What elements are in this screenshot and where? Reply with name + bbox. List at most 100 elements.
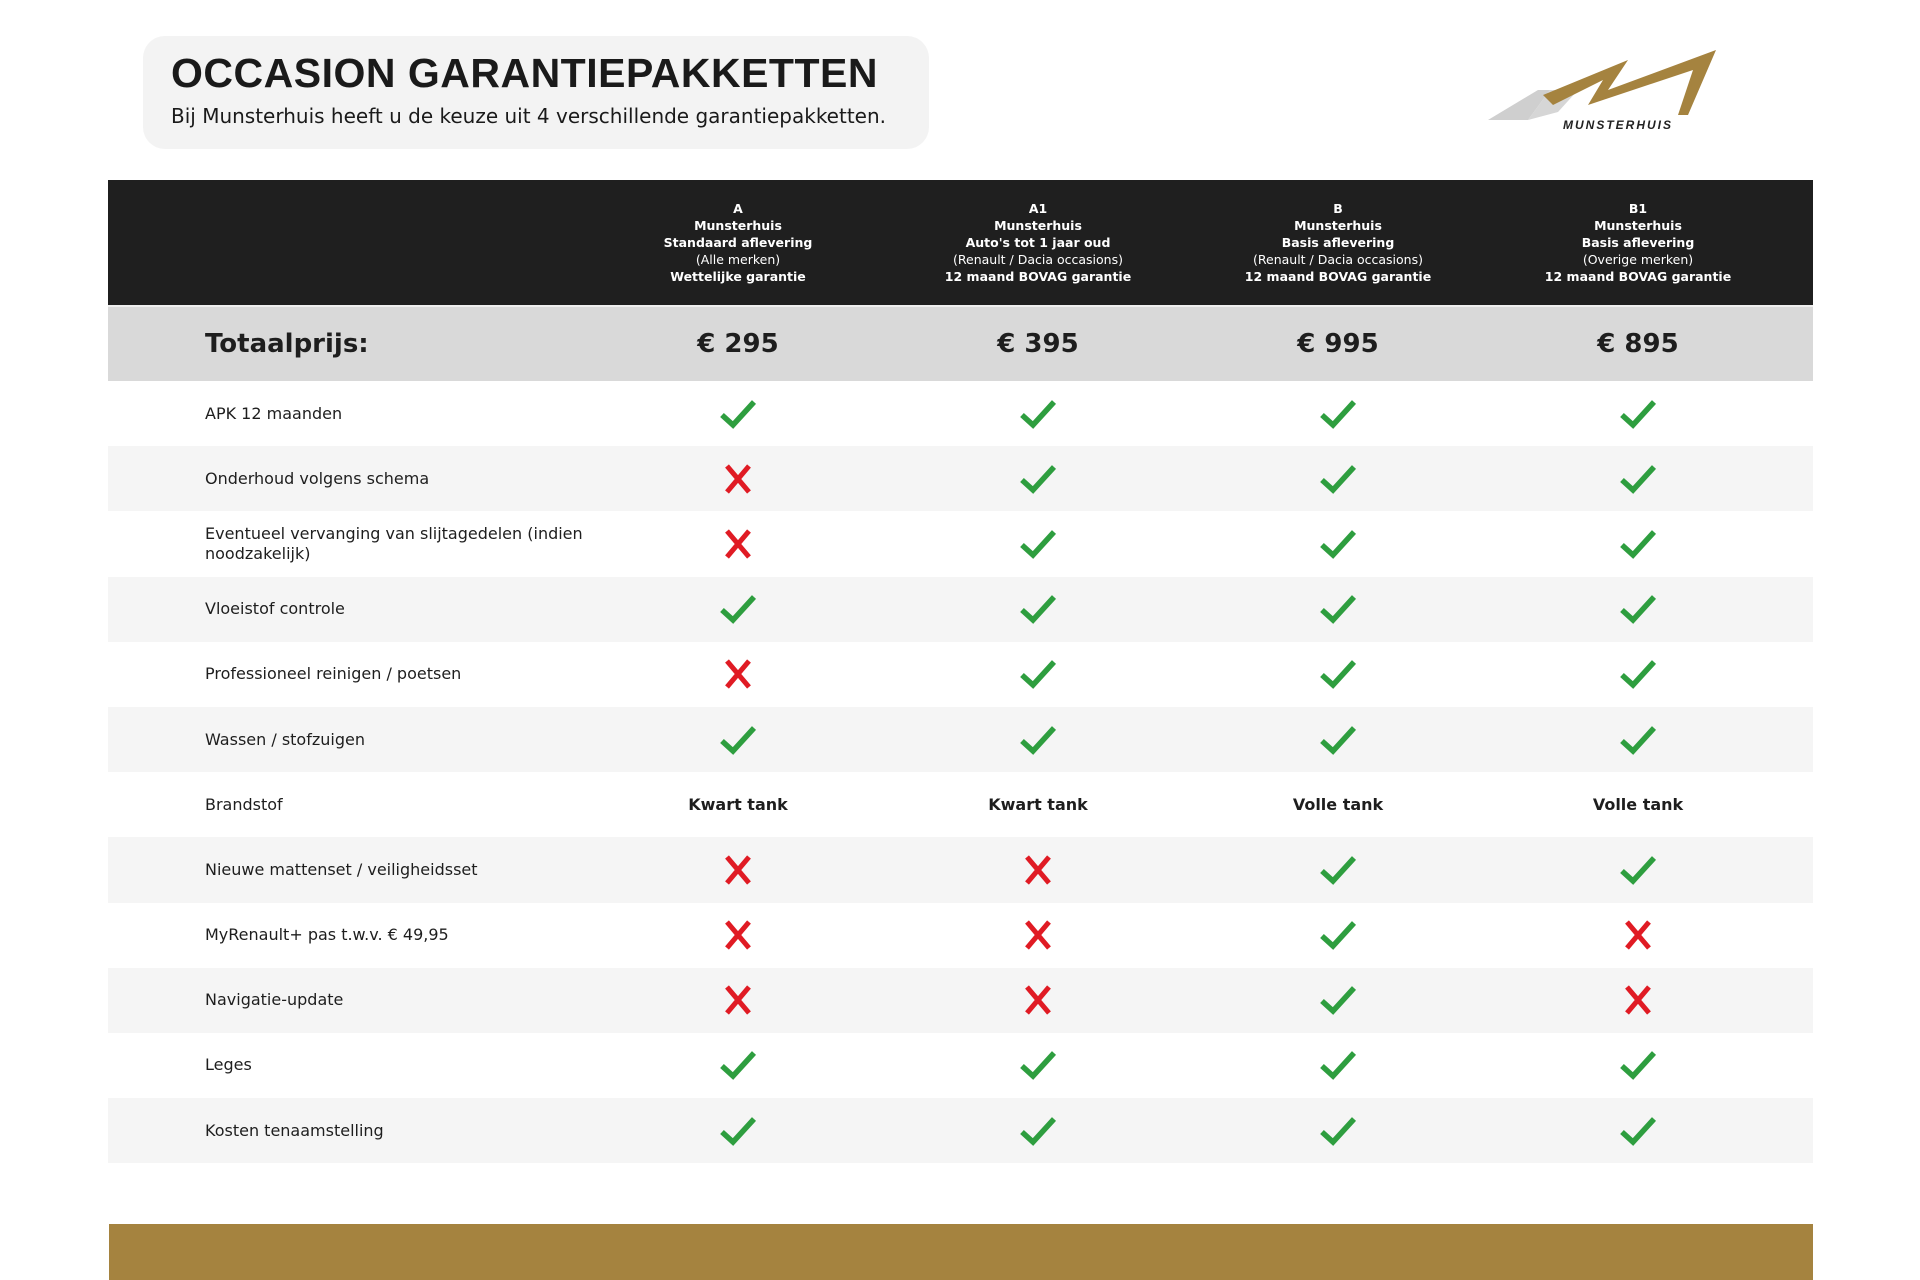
check-icon — [1620, 725, 1657, 755]
package-header-b: B Munsterhuis Basis aflevering (Renault / D… — [1188, 180, 1488, 305]
package-brand: Munsterhuis — [694, 218, 782, 233]
package-price: € 295 — [697, 329, 779, 359]
row-cell: Volle tank — [1292, 795, 1384, 815]
table-row: MyRenault+ pas t.w.v. € 49,95 — [108, 903, 1813, 968]
check-icon — [1620, 399, 1657, 429]
cross-icon — [1625, 985, 1651, 1015]
table-row: Kosten tenaamstelling — [108, 1098, 1813, 1164]
package-type: Auto's tot 1 jaar oud — [965, 235, 1111, 250]
package-scope: (Overige merken) — [1582, 252, 1694, 267]
package-warranty: 12 maand BOVAG garantie — [1244, 269, 1432, 284]
row-cell: Volle tank — [1592, 795, 1684, 815]
table-row: Wassen / stofzuigen — [108, 706, 1813, 773]
check-icon — [1020, 725, 1057, 755]
table-row: Eventueel vervanging van slijtagedelen (… — [108, 511, 1813, 576]
package-header-a: A Munsterhuis Standaard aflevering (Alle me… — [588, 180, 888, 305]
package-scope: (Renault / Dacia occasions) — [1253, 252, 1423, 267]
row-label: Kosten tenaamstelling — [205, 1120, 384, 1140]
row-label: Eventueel vervanging van slijtagedelen (… — [205, 523, 583, 563]
table-row: APK 12 maanden — [108, 381, 1813, 446]
check-icon — [1620, 856, 1657, 885]
check-icon — [720, 399, 757, 429]
row-cell: Kwart tank — [688, 795, 788, 815]
check-icon — [1620, 660, 1657, 690]
logo-text: MUNSTERHUIS — [1563, 118, 1673, 132]
check-icon — [1320, 1051, 1357, 1081]
check-icon — [1320, 399, 1357, 429]
row-cell — [1488, 593, 1788, 625]
row-cell — [1188, 528, 1488, 560]
row-label: Leges — [205, 1055, 252, 1075]
table-row: Onderhoud volgens schema — [108, 446, 1813, 512]
page-title: OCCASION GARANTIEPAKKETTEN — [171, 50, 878, 96]
row-cell — [888, 658, 1188, 690]
row-cell — [588, 593, 888, 625]
row-cell — [888, 854, 1188, 886]
row-cell — [1488, 1115, 1788, 1147]
row-cell — [1488, 398, 1788, 430]
package-warranty: 12 maand BOVAG garantie — [944, 269, 1132, 284]
package-header-b1: B1 Munsterhuis Basis aflevering (Overige me… — [1488, 180, 1788, 305]
table-header: A Munsterhuis Standaard aflevering (Alle me… — [108, 180, 1813, 305]
package-type: Basis aflevering — [1581, 235, 1695, 250]
row-label: Wassen / stofzuigen — [205, 729, 365, 749]
row-cell — [1488, 528, 1788, 560]
row-cell — [888, 724, 1188, 756]
package-type: Basis aflevering — [1281, 235, 1395, 250]
package-scope: (Alle merken) — [695, 252, 781, 267]
table-row: Brandstof Kwart tank Kwart tank Volle tank V… — [108, 772, 1813, 837]
row-cell — [588, 658, 888, 690]
package-type: Standaard aflevering — [663, 235, 813, 250]
row-cell — [588, 854, 888, 886]
row-cell — [1488, 984, 1788, 1016]
check-icon — [1020, 595, 1057, 625]
package-header-a1: A1 Munsterhuis Auto's tot 1 jaar oud (Renau… — [888, 180, 1188, 305]
row-label: Navigatie-update — [205, 990, 344, 1010]
row-cell — [1188, 854, 1488, 886]
footer-bar — [109, 1224, 1813, 1280]
package-brand: Munsterhuis — [1294, 218, 1382, 233]
row-cell — [588, 398, 888, 430]
package-price: € 995 — [1297, 329, 1379, 359]
check-icon — [720, 725, 757, 755]
check-icon — [1620, 1051, 1657, 1081]
row-cell — [1188, 1115, 1488, 1147]
check-icon — [1320, 921, 1357, 950]
row-label: Onderhoud volgens schema — [205, 468, 430, 488]
package-code: A — [733, 201, 743, 216]
check-icon — [1620, 464, 1657, 494]
row-cell — [1488, 658, 1788, 690]
check-icon — [720, 1051, 757, 1081]
check-icon — [1020, 530, 1057, 559]
cross-icon — [1025, 855, 1051, 885]
package-warranty: 12 maand BOVAG garantie — [1544, 269, 1732, 284]
comparison-table: A Munsterhuis Standaard aflevering (Alle me… — [108, 180, 1813, 1164]
package-code: B — [1333, 201, 1343, 216]
row-label: Vloeistof controle — [205, 599, 345, 619]
title-box: OCCASION GARANTIEPAKKETTEN Bij Munsterhu… — [143, 36, 929, 149]
check-icon — [720, 595, 757, 625]
check-icon — [1320, 856, 1357, 885]
row-cell — [1188, 463, 1488, 495]
row-cell — [888, 528, 1188, 560]
row-cell — [588, 919, 888, 951]
cross-icon — [725, 529, 751, 559]
row-cell — [1188, 919, 1488, 951]
page-subtitle: Bij Munsterhuis heeft u de keuze uit 4 v… — [171, 104, 887, 128]
row-cell — [1188, 398, 1488, 430]
row-cell — [1188, 984, 1488, 1016]
row-cell — [588, 724, 888, 756]
row-cell — [888, 463, 1188, 495]
check-icon — [1020, 1116, 1057, 1146]
check-icon — [1020, 660, 1057, 690]
row-cell — [1488, 724, 1788, 756]
row-label: APK 12 maanden — [205, 403, 343, 423]
table-row: Vloeistof controle — [108, 576, 1813, 642]
total-price-row: Totaalprijs: € 295 € 395 € 995 € 895 — [108, 305, 1813, 381]
row-cell — [1488, 854, 1788, 886]
row-cell — [588, 528, 888, 560]
row-cell — [1188, 1049, 1488, 1081]
munsterhuis-logo: MUNSTERHUIS — [1488, 50, 1716, 132]
row-label: Nieuwe mattenset / veiligheidsset — [205, 859, 478, 879]
row-cell — [1188, 724, 1488, 756]
